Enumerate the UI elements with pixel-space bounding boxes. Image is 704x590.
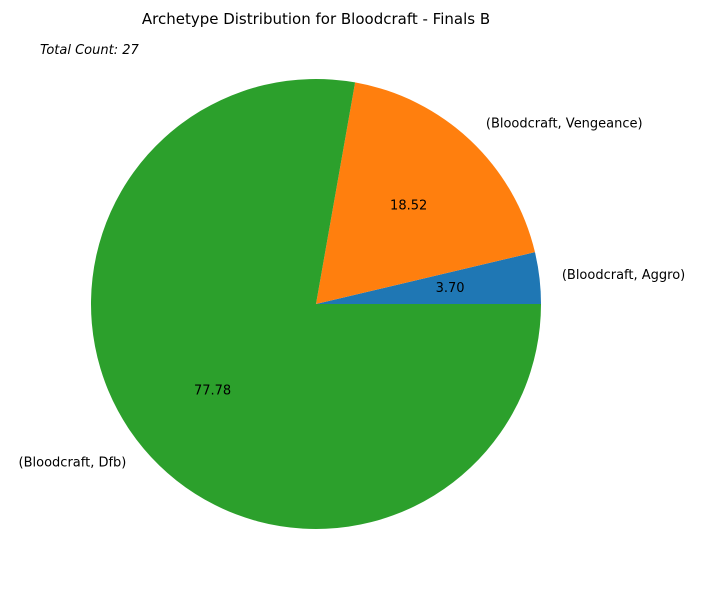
pie-slices — [90, 78, 541, 529]
slice-value-bloodcraft-aggro: 3.70 — [436, 281, 465, 296]
slice-label-bloodcraft-vengeance: (Bloodcraft, Vengeance) — [486, 117, 643, 132]
pie-labels: (Bloodcraft, Aggro) 3.70 (Bloodcraft, Veng… — [19, 117, 686, 471]
slice-value-bloodcraft-dfb: 77.78 — [194, 383, 231, 398]
pie-slice-bloodcraft-aggro — [316, 252, 541, 304]
slice-value-bloodcraft-vengeance: 18.52 — [390, 198, 427, 213]
pie-slice-bloodcraft-dfb — [90, 78, 541, 529]
pie-slice-bloodcraft-vengeance — [316, 82, 535, 304]
total-count-annotation: Total Count: 27 — [40, 43, 139, 58]
slice-label-bloodcraft-aggro: (Bloodcraft, Aggro) — [562, 268, 685, 283]
chart-title: Archetype Distribution for Bloodcraft - … — [142, 10, 490, 28]
slice-label-bloodcraft-dfb: (Bloodcraft, Dfb) — [19, 456, 127, 471]
